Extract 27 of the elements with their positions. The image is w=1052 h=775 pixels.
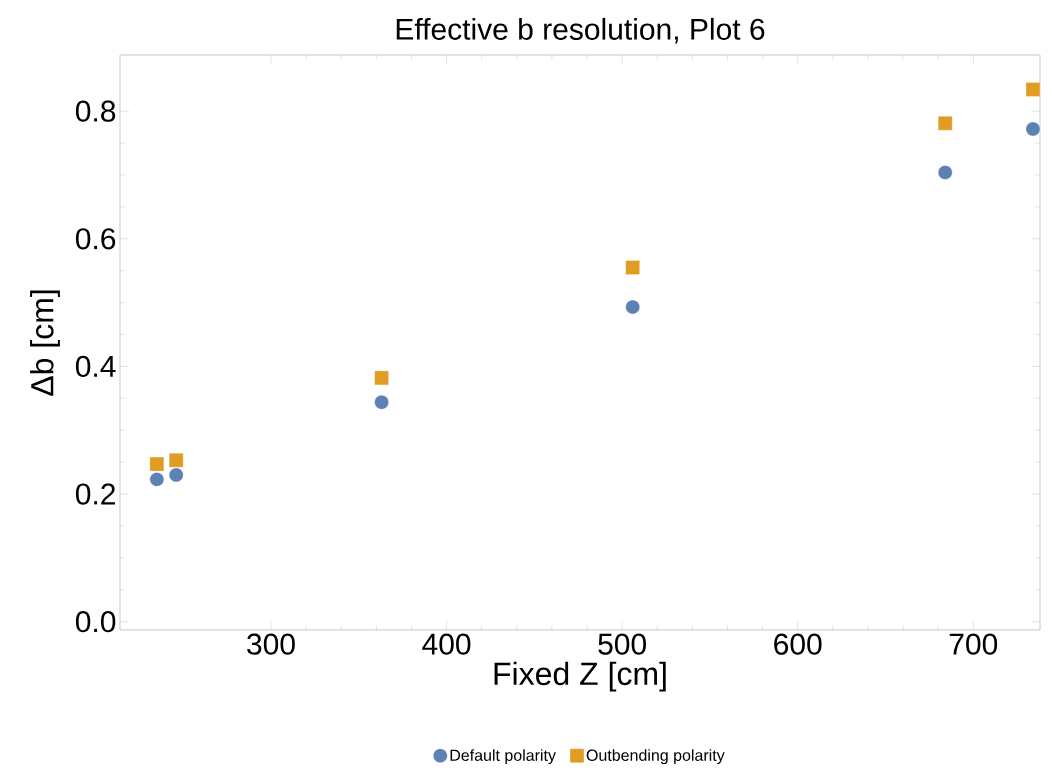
point [1025, 121, 1041, 137]
point [374, 370, 389, 386]
y-tick-label: 0.6 [75, 228, 116, 250]
point [374, 395, 389, 410]
chart-title: Effective b resolution, Plot 6 [396, 17, 765, 44]
point [169, 453, 184, 468]
y-tick-label: 0.8 [75, 100, 116, 122]
point [625, 260, 640, 275]
point [149, 472, 165, 487]
x-tick-label: 500 [598, 633, 646, 655]
y-axis-title: Δb [cm] [30, 290, 60, 396]
legend-label: Default polarity [450, 749, 556, 765]
point [938, 116, 953, 131]
y-tick-label: 0.4 [75, 355, 116, 378]
point [625, 299, 640, 315]
point [169, 467, 184, 483]
point [1025, 82, 1041, 97]
x-tick-label: 600 [774, 633, 822, 655]
y-tick-label: 0.2 [75, 483, 115, 505]
x-axis-title: Fixed Z [cm] [494, 661, 666, 692]
point [149, 456, 165, 472]
legend-label: Outbending polarity [586, 749, 725, 765]
point [938, 165, 953, 180]
x-tick-label: 400 [422, 633, 471, 655]
x-tick-label: 700 [949, 633, 998, 655]
x-tick-label: 300 [247, 633, 295, 655]
y-tick-label: 0.0 [75, 611, 116, 633]
